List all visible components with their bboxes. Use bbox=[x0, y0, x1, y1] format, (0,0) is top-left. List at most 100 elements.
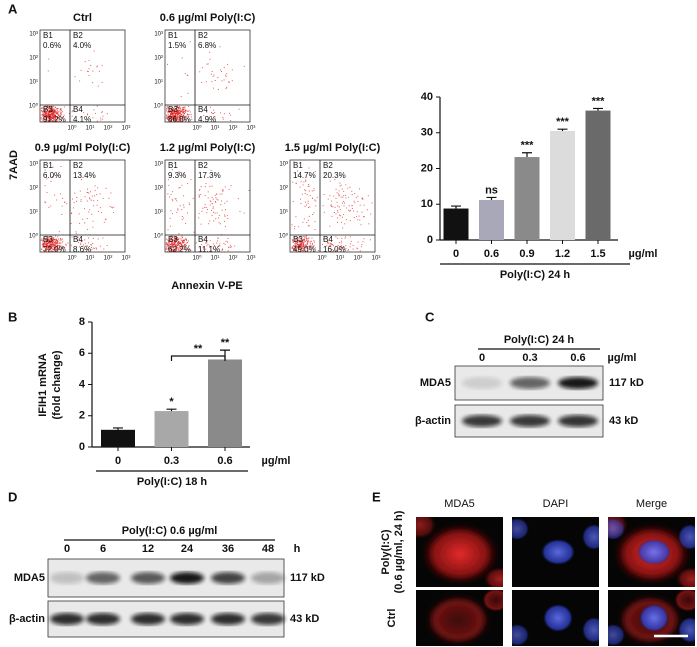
event-dot bbox=[52, 111, 54, 113]
event-dot bbox=[222, 189, 224, 191]
event-dot bbox=[314, 247, 316, 249]
y-tick-label: 10¹ bbox=[154, 80, 163, 86]
event-dot bbox=[209, 204, 211, 206]
event-dot bbox=[167, 251, 168, 253]
event-dot bbox=[56, 119, 58, 120]
event-dot bbox=[180, 243, 182, 245]
event-dot bbox=[175, 241, 176, 243]
event-dot bbox=[54, 109, 56, 111]
event-dot bbox=[46, 192, 48, 193]
event-dot bbox=[362, 241, 364, 243]
event-dot bbox=[178, 107, 180, 109]
event-dot bbox=[56, 120, 58, 122]
event-dot bbox=[184, 73, 186, 75]
event-dot bbox=[62, 240, 64, 242]
event-dot bbox=[331, 244, 333, 246]
event-dot bbox=[169, 240, 171, 242]
event-dot bbox=[48, 248, 50, 250]
event-dot bbox=[304, 237, 306, 239]
event-dot bbox=[165, 248, 167, 250]
x-tick-label: 10⁰ bbox=[317, 255, 327, 262]
event-dot bbox=[295, 248, 296, 250]
event-dot bbox=[211, 185, 213, 187]
event-dot bbox=[336, 217, 338, 219]
event-dot bbox=[79, 80, 81, 82]
event-dot bbox=[307, 202, 309, 204]
event-dot bbox=[51, 236, 53, 238]
event-dot bbox=[56, 238, 57, 240]
event-dot bbox=[53, 114, 55, 116]
panel-letter: E bbox=[372, 489, 381, 504]
event-dot bbox=[313, 251, 315, 253]
quadrant-value: 20.3% bbox=[323, 171, 346, 180]
event-dot bbox=[336, 248, 338, 250]
nucleus bbox=[543, 604, 573, 632]
event-dot bbox=[224, 202, 226, 204]
event-dot bbox=[46, 113, 48, 114]
event-dot bbox=[52, 245, 54, 247]
event-dot bbox=[178, 107, 179, 109]
blot-header: Poly(I:C) 0.6 µg/ml bbox=[122, 525, 218, 537]
significance: ns bbox=[485, 184, 498, 196]
event-dot bbox=[50, 249, 52, 251]
event-dot bbox=[51, 105, 53, 107]
event-dot bbox=[173, 112, 175, 114]
event-dot bbox=[360, 246, 362, 248]
event-dot bbox=[175, 112, 177, 114]
event-dot bbox=[340, 246, 342, 248]
event-dot bbox=[48, 120, 50, 122]
event-dot bbox=[170, 241, 171, 243]
event-dot bbox=[169, 225, 171, 227]
event-dot bbox=[175, 239, 177, 240]
event-dot bbox=[181, 121, 183, 123]
event-dot bbox=[182, 116, 184, 118]
event-dot bbox=[167, 118, 169, 120]
event-dot bbox=[57, 111, 59, 113]
event-dot bbox=[359, 219, 361, 221]
event-dot bbox=[214, 201, 216, 202]
event-dot bbox=[335, 198, 337, 199]
event-dot bbox=[211, 81, 213, 83]
quadrant-value: 72.0% bbox=[43, 245, 66, 254]
event-dot bbox=[52, 116, 54, 118]
blot-band bbox=[211, 572, 245, 584]
event-dot bbox=[53, 115, 55, 117]
event-dot bbox=[171, 191, 173, 193]
quadrant-value: 13.4% bbox=[73, 171, 96, 180]
event-dot bbox=[291, 224, 293, 226]
event-dot bbox=[41, 238, 43, 240]
event-dot bbox=[60, 111, 62, 113]
bar bbox=[514, 157, 540, 240]
event-dot bbox=[60, 166, 62, 167]
event-dot bbox=[213, 109, 215, 111]
lane-label: 48 bbox=[262, 543, 274, 555]
event-dot bbox=[52, 239, 53, 241]
x-axis-label: Poly(I:C) 24 h bbox=[500, 269, 571, 281]
event-dot bbox=[343, 190, 345, 192]
event-dot bbox=[50, 246, 52, 248]
event-dot bbox=[184, 246, 186, 248]
event-dot bbox=[305, 180, 307, 182]
lane-label: 36 bbox=[222, 543, 234, 555]
event-dot bbox=[165, 243, 167, 245]
event-dot bbox=[190, 116, 192, 118]
event-dot bbox=[311, 248, 313, 250]
event-dot bbox=[92, 70, 94, 72]
quadrant-name: B3 bbox=[293, 235, 303, 244]
quadrant-value: 4.1% bbox=[73, 115, 91, 124]
nucleus bbox=[512, 518, 529, 540]
event-dot bbox=[211, 246, 213, 248]
event-dot bbox=[56, 241, 58, 243]
event-dot bbox=[176, 245, 178, 247]
event-dot bbox=[168, 244, 170, 246]
event-dot bbox=[306, 222, 308, 224]
event-dot bbox=[179, 205, 181, 207]
plot-title: 1.5 µg/ml Poly(I:C) bbox=[285, 142, 381, 154]
event-dot bbox=[300, 247, 302, 249]
lane-label: 0 bbox=[479, 352, 485, 364]
event-dot bbox=[300, 247, 302, 249]
event-dot bbox=[46, 115, 48, 117]
event-dot bbox=[172, 245, 174, 247]
event-dot bbox=[40, 117, 42, 119]
y-tick-label: 10 bbox=[421, 198, 433, 210]
